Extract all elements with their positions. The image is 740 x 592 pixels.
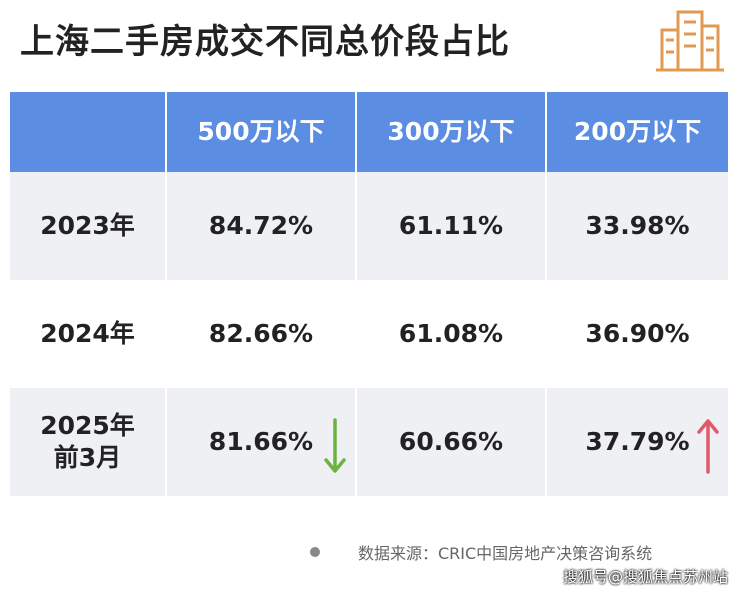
- row-label: 2024年: [10, 280, 165, 388]
- title: 上海二手房成交不同总价段占比: [20, 22, 510, 62]
- row-label-text: 2024年: [40, 318, 135, 348]
- value-cell: 82.66%: [165, 280, 355, 388]
- table-row: 2024年 82.66% 61.08% 36.90%: [10, 280, 728, 388]
- value-cell: 33.98%: [545, 172, 728, 280]
- down-arrow: [324, 418, 346, 473]
- column-header-text: 300万以下: [387, 116, 515, 146]
- value-text: 37.79%: [585, 426, 690, 456]
- column-header: 200万以下: [545, 92, 728, 172]
- table-row: 2025年前3月 81.66% 60.66% 37.79%: [10, 388, 728, 496]
- source-text: 数据来源：CRIC中国房地产决策咨询系统: [358, 544, 653, 563]
- value-cell: 37.79%: [545, 388, 728, 496]
- value-text: 61.11%: [398, 210, 504, 240]
- table: 500万以下 300万以下 200万以下 2023年 84.72% 61.11% 33.98…: [10, 92, 728, 496]
- row-label-lines: 2025年前3月: [40, 410, 135, 475]
- value-text: 81.66%: [208, 426, 314, 456]
- watermark: 搜狐号@搜狐焦点苏州站: [562, 568, 728, 586]
- value-text: 84.72%: [208, 210, 314, 240]
- bullet: [310, 547, 320, 557]
- value-text: 82.66%: [208, 318, 314, 348]
- value-text: 61.08%: [398, 318, 504, 348]
- row-label-text: 2025年: [40, 410, 135, 440]
- row-label-text: 2023年: [40, 210, 135, 240]
- row-label: 2023年: [10, 172, 165, 280]
- value-cell: 61.11%: [355, 172, 545, 280]
- corner-cell: [10, 92, 165, 172]
- up-arrow: [697, 419, 719, 474]
- value-text: 33.98%: [585, 210, 690, 240]
- value-cell: 60.66%: [355, 388, 545, 496]
- value-text: 60.66%: [398, 426, 504, 456]
- row-label-lines: 2023年: [40, 210, 135, 243]
- value-cell: 84.72%: [165, 172, 355, 280]
- value-cell: 61.08%: [355, 280, 545, 388]
- row-label-lines: 2024年: [40, 318, 135, 351]
- header-row: 500万以下 300万以下 200万以下: [10, 92, 728, 172]
- table-row: 2023年 84.72% 61.11% 33.98%: [10, 172, 728, 280]
- column-header-text: 500万以下: [197, 116, 325, 146]
- value-cell: 81.66%: [165, 388, 355, 496]
- column-header: 300万以下: [355, 92, 545, 172]
- row-label-text: 前3月: [53, 443, 122, 472]
- column-header-text: 200万以下: [573, 116, 702, 146]
- row-label: 2025年前3月: [10, 388, 165, 496]
- column-header: 500万以下: [165, 92, 355, 172]
- building-icon: [656, 10, 724, 72]
- source: 数据来源：CRIC中国房地产决策咨询系统: [310, 540, 652, 564]
- value-cell: 36.90%: [545, 280, 728, 388]
- value-text: 36.90%: [585, 318, 690, 348]
